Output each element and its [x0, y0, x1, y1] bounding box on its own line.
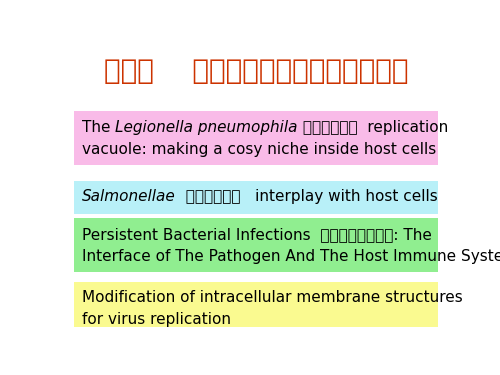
Text: for virus replication: for virus replication: [82, 312, 231, 327]
Text: Salmonellae: Salmonellae: [82, 189, 176, 204]
Text: 第七章    微生物与宿主细胞的相互作用: 第七章 微生物与宿主细胞的相互作用: [104, 57, 408, 84]
Text: Interface of The Pathogen And The Host Immune System: Interface of The Pathogen And The Host I…: [82, 249, 500, 264]
FancyBboxPatch shape: [74, 218, 438, 272]
FancyBboxPatch shape: [74, 282, 438, 327]
Text: （沙门氏菌）   interplay with host cells: （沙门氏菌） interplay with host cells: [176, 189, 438, 204]
Text: Legionella pneumophila: Legionella pneumophila: [115, 120, 298, 135]
Text: The: The: [82, 120, 115, 135]
Text: vacuole: making a cosy niche inside host cells: vacuole: making a cosy niche inside host…: [82, 142, 436, 157]
Text: （军团细菌）  replication: （军团细菌） replication: [298, 120, 448, 135]
FancyBboxPatch shape: [74, 111, 438, 165]
FancyBboxPatch shape: [74, 181, 438, 214]
Text: Modification of intracellular membrane structures: Modification of intracellular membrane s…: [82, 290, 462, 305]
Text: Persistent Bacterial Infections  （持续细菌感染）: The: Persistent Bacterial Infections （持续细菌感染）…: [82, 227, 432, 242]
